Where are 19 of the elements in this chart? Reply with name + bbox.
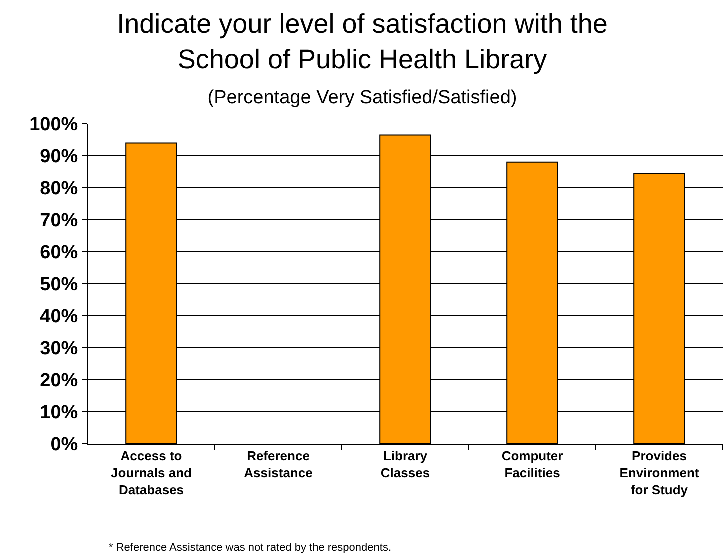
text: * Reference Assistance was not rated by the respondents. bbox=[109, 542, 392, 554]
y-tick-label: 50% bbox=[40, 274, 78, 296]
x-tick-label: Library Classes bbox=[380, 448, 430, 480]
y-tick-label: 90% bbox=[40, 146, 78, 168]
y-tick-label: 40% bbox=[40, 306, 78, 328]
x-tick-label: Computer Facilities bbox=[502, 448, 564, 480]
x-tick-label: Access to Journals and Databases bbox=[111, 448, 192, 498]
y-tick-label: 10% bbox=[40, 402, 78, 424]
y-tick-label: 60% bbox=[40, 242, 78, 264]
x-tick-label: Reference Assistance bbox=[244, 448, 313, 480]
chart-title: Indicate your level of satisfaction with the School of Public Health Library bbox=[117, 9, 608, 74]
y-tick-label: 20% bbox=[40, 370, 78, 392]
chart-subtitle: (Percentage Very Satisfied/Satisfied) bbox=[208, 87, 518, 108]
y-tick-label: 70% bbox=[40, 210, 78, 232]
y-tick-label: 100% bbox=[30, 114, 78, 136]
x-tick-label: Provides Environment for Study bbox=[620, 448, 700, 498]
y-tick-label: 0% bbox=[50, 434, 78, 456]
y-tick-label: 80% bbox=[40, 178, 78, 200]
y-tick-label: 30% bbox=[40, 338, 78, 360]
